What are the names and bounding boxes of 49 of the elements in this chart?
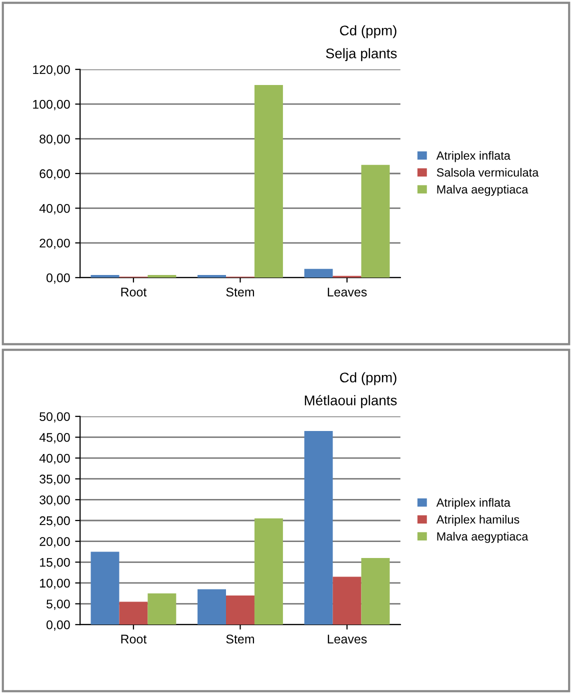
chart-title: Cd (ppm) (340, 372, 396, 386)
bar (361, 164, 390, 278)
y-tick-label: 50,00 (40, 412, 70, 423)
bar (254, 85, 283, 278)
chart-title: Cd (ppm) (340, 25, 396, 38)
bar (119, 602, 148, 625)
legend-label: Atriplex inflata (436, 151, 510, 162)
y-tick-label: 80,00 (40, 134, 70, 145)
bar (148, 593, 176, 625)
bar (198, 275, 226, 278)
x-tick-label: Leaves (328, 634, 367, 644)
y-tick-label: 0,00 (46, 273, 70, 284)
chart-subtitle: Métlaoui plants (304, 394, 397, 408)
bar (304, 430, 333, 625)
legend-label: Malva aegyptiaca (437, 184, 528, 196)
y-tick-label: 10,00 (40, 578, 70, 590)
y-tick-label: 120,00 (33, 65, 70, 76)
y-tick-label: 20,00 (40, 238, 70, 250)
y-tick-label: 30,00 (40, 495, 70, 506)
x-tick-label: Root (121, 288, 147, 297)
legend-label: Atriplex hamilus (436, 514, 520, 526)
bar (254, 518, 283, 625)
y-tick-label: 5,00 (46, 600, 70, 610)
y-tick-label: 45,00 (39, 433, 70, 444)
bar (361, 558, 390, 625)
bar (332, 576, 362, 625)
legend-label: Salsola vermiculata (436, 168, 539, 177)
x-tick-label: Stem (226, 634, 254, 644)
y-tick-label: 25,00 (40, 516, 70, 527)
chart-subtitle: Selja plants (326, 48, 397, 62)
legend-label: Atriplex inflata (436, 498, 510, 510)
x-tick-label: Leaves (328, 288, 367, 297)
bar (198, 589, 226, 625)
bar (90, 552, 120, 625)
y-tick-label: 40,00 (39, 204, 70, 214)
y-tick-label: 15,00 (40, 558, 70, 568)
bar (304, 268, 333, 278)
y-tick-label: 20,00 (40, 537, 70, 548)
y-tick-label: 100,00 (33, 100, 70, 110)
bar (226, 595, 254, 625)
x-tick-label: Root (121, 634, 147, 644)
bar (90, 275, 120, 278)
y-tick-label: 40,00 (39, 454, 70, 464)
y-tick-label: 0,00 (46, 620, 70, 631)
x-tick-label: Stem (226, 288, 254, 297)
y-tick-label: 60,00 (40, 169, 70, 180)
bar (148, 275, 176, 278)
legend-label: Malva aegyptiaca (437, 532, 528, 543)
y-tick-label: 35,00 (40, 474, 70, 485)
